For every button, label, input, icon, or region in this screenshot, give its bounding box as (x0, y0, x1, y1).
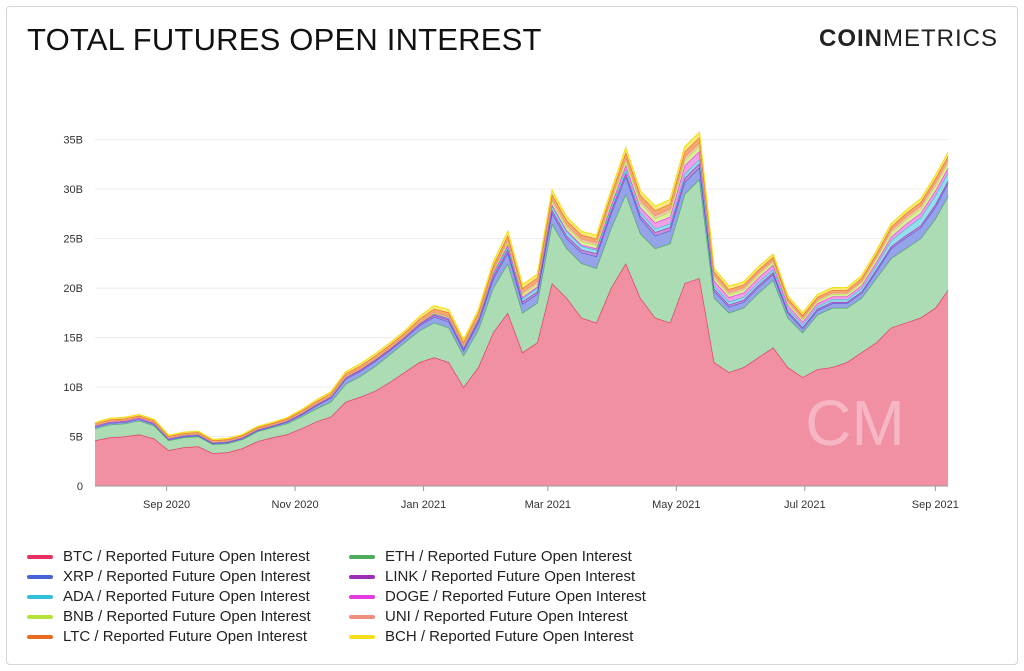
legend-item[interactable]: BCH / Reported Future Open Interest (349, 628, 633, 645)
legend-item[interactable]: LINK / Reported Future Open Interest (349, 568, 635, 585)
legend-item[interactable]: BTC / Reported Future Open Interest (27, 548, 310, 565)
area-series-2 (95, 167, 948, 445)
x-tick-label: Mar 2021 (525, 499, 571, 511)
legend-item[interactable]: BNB / Reported Future Open Interest (27, 608, 311, 625)
legend-label: ADA / Reported Future Open Interest (63, 588, 310, 605)
x-tick-label: Jul 2021 (784, 499, 826, 511)
legend-swatch (349, 634, 375, 639)
legend-label: UNI / Reported Future Open Interest (385, 608, 628, 625)
coinmetrics-logo: COINMETRICS (819, 25, 998, 53)
y-tick-label: 10B (63, 382, 83, 394)
legend-item[interactable]: ETH / Reported Future Open Interest (349, 548, 632, 565)
legend-swatch (27, 574, 53, 579)
x-tick-label: May 2021 (652, 499, 700, 511)
legend-item[interactable]: ADA / Reported Future Open Interest (27, 588, 310, 605)
legend-swatch (27, 614, 53, 619)
stacked-area-chart: 0 5B 10B 15B 20B 25B 30B 35B Sep 2020 Nov 2020 Jan… (63, 131, 959, 511)
legend-swatch (27, 554, 53, 559)
area-series-1 (95, 179, 948, 454)
y-tick-label: 25B (63, 234, 83, 246)
legend-label: LTC / Reported Future Open Interest (63, 628, 308, 645)
y-tick-label: 15B (63, 333, 83, 345)
chart-title: TOTAL FUTURES OPEN INTEREST (27, 22, 542, 57)
legend-swatch (27, 594, 53, 599)
area-series-0 (95, 263, 948, 486)
legend-swatch (349, 594, 375, 599)
legend-item[interactable]: LTC / Reported Future Open Interest (27, 628, 307, 645)
legend-swatch (349, 574, 375, 579)
legend-item[interactable]: UNI / Reported Future Open Interest (349, 608, 628, 625)
y-tick-label: 5B (70, 432, 83, 444)
logo-thin-text: METRICS (883, 25, 998, 52)
legend-swatch (349, 614, 375, 619)
legend-item[interactable]: XRP / Reported Future Open Interest (27, 568, 310, 585)
legend-item[interactable]: DOGE / Reported Future Open Interest (349, 588, 646, 605)
x-tick-label: Jan 2021 (401, 499, 446, 511)
legend-label: BNB / Reported Future Open Interest (63, 608, 311, 625)
legend-label: LINK / Reported Future Open Interest (385, 568, 636, 585)
legend-label: ETH / Reported Future Open Interest (385, 548, 632, 565)
y-tick-label: 20B (63, 283, 83, 295)
legend-label: BCH / Reported Future Open Interest (385, 628, 634, 645)
x-tick-label: Sep 2021 (912, 499, 959, 511)
legend-label: XRP / Reported Future Open Interest (63, 568, 311, 585)
y-tick-label: 35B (63, 135, 83, 147)
legend-swatch (27, 634, 53, 639)
legend-swatch (349, 554, 375, 559)
y-tick-label: 0 (77, 481, 83, 493)
legend-label: DOGE / Reported Future Open Interest (385, 588, 646, 605)
logo-bold-text: COIN (819, 25, 883, 52)
x-tick-label: Nov 2020 (272, 499, 319, 511)
series-line-9 (94, 131, 949, 441)
legend-label: BTC / Reported Future Open Interest (63, 548, 310, 565)
watermark-logo: CM (805, 387, 905, 459)
x-tick-label: Sep 2020 (143, 499, 190, 511)
y-tick-label: 30B (63, 184, 83, 196)
